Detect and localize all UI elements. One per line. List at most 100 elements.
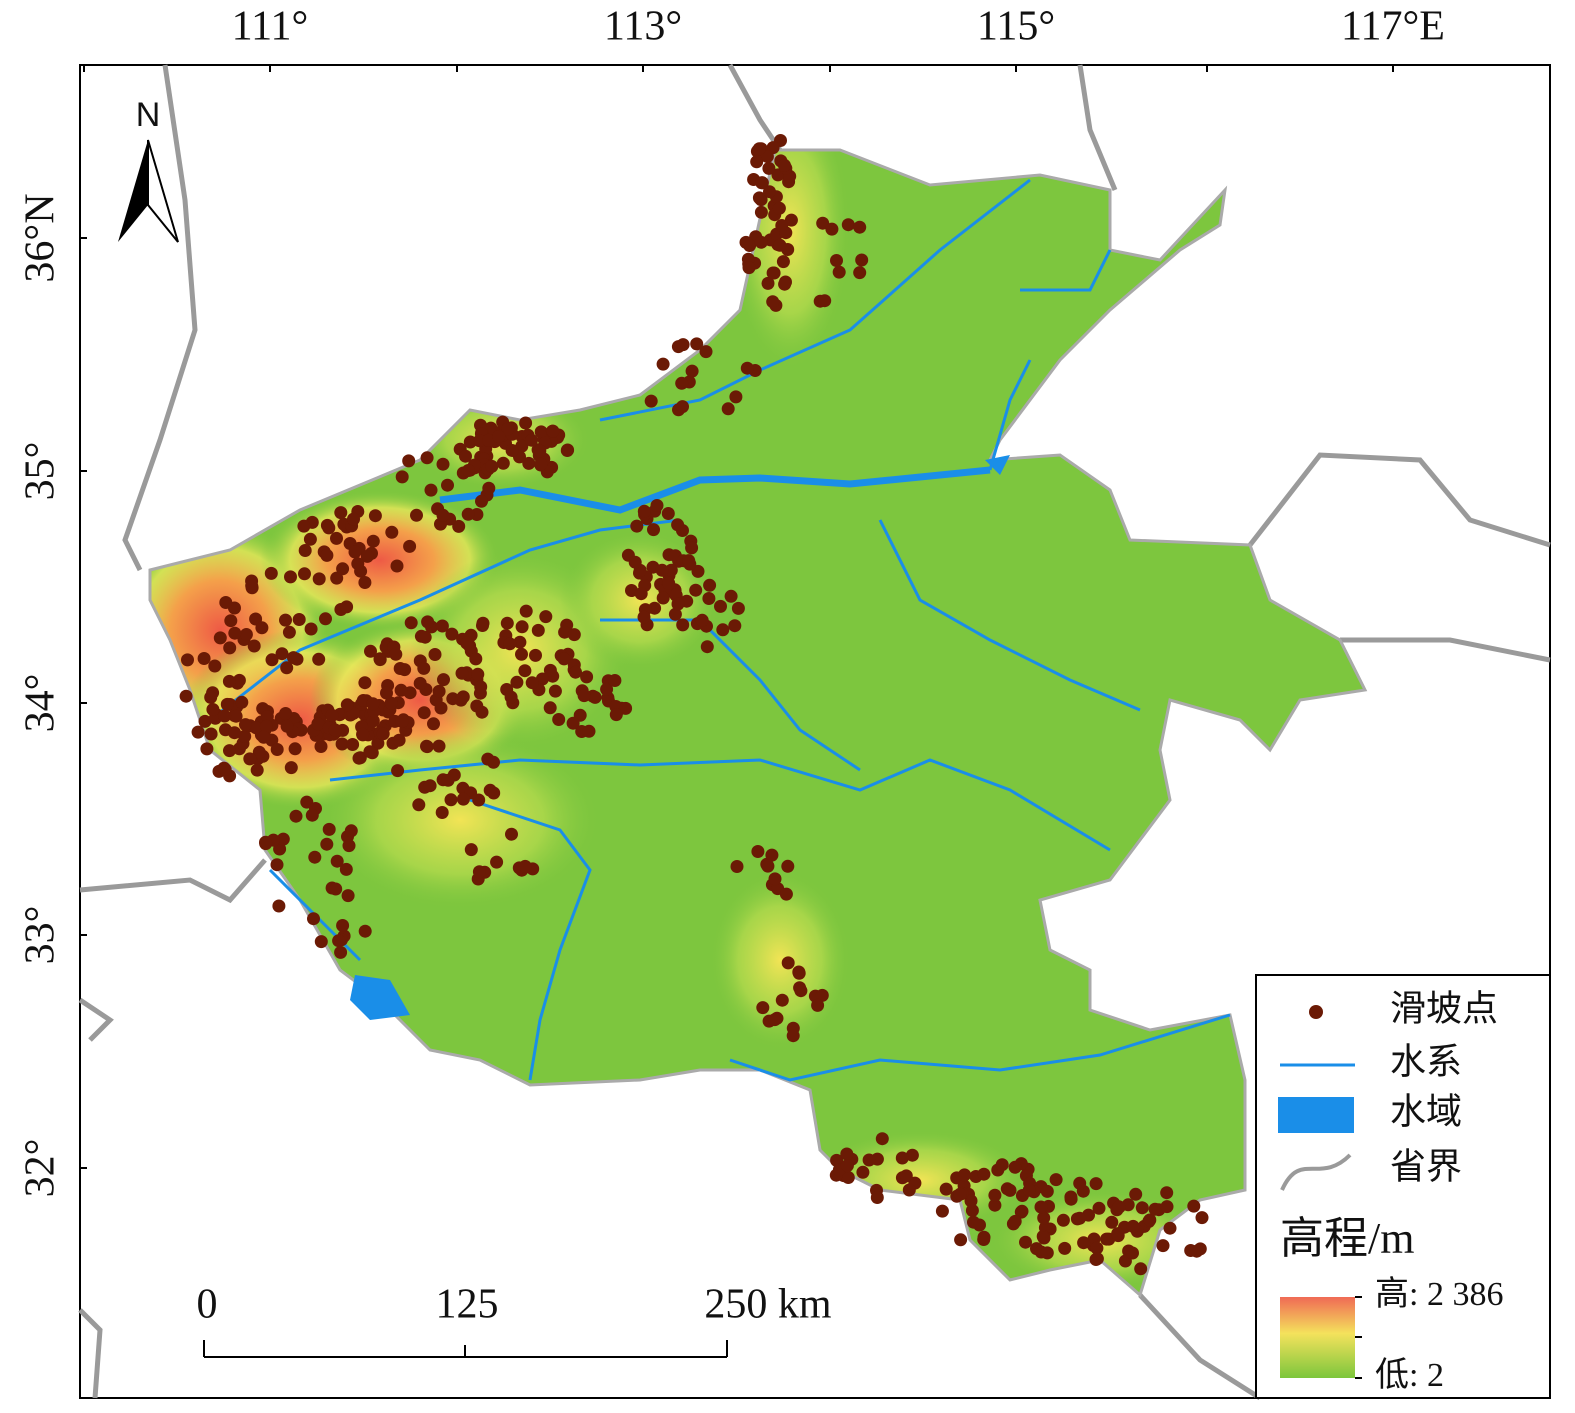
landslide-point — [280, 719, 294, 733]
landslide-point — [351, 557, 365, 571]
landslide-point — [418, 630, 432, 644]
landslide-point — [739, 235, 753, 249]
landslide-point — [905, 1148, 919, 1162]
landslide-point — [228, 726, 241, 740]
landslide-point — [522, 456, 536, 470]
scale-label: 125 — [436, 1282, 499, 1328]
landslide-point — [1037, 1211, 1051, 1225]
landslide-point — [534, 425, 548, 439]
landslide-point — [519, 604, 533, 618]
landslide-point — [1193, 1242, 1207, 1256]
landslide-point — [432, 684, 446, 698]
landslide-point — [376, 727, 390, 741]
landslide-point — [255, 621, 269, 635]
landslide-point — [314, 935, 328, 949]
landslide-point — [191, 725, 205, 739]
landslide-point — [366, 714, 380, 728]
landslide-point — [243, 752, 257, 766]
landslide-point — [452, 519, 466, 533]
landslide-point — [682, 554, 696, 568]
landslide-point — [200, 742, 214, 756]
landslide-point — [474, 680, 488, 694]
landslide-point — [492, 430, 506, 443]
landslide-point — [588, 690, 602, 704]
landslide-point — [329, 882, 343, 896]
landslide-point — [339, 862, 353, 876]
lon-label: 111° — [232, 4, 309, 50]
landslide-point — [320, 837, 334, 851]
landslide-point — [557, 652, 571, 666]
landslide-point — [760, 150, 774, 163]
landslide-point — [766, 266, 780, 280]
landslide-point — [546, 424, 560, 438]
landslide-point — [181, 653, 194, 667]
landslide-point — [655, 563, 669, 577]
landslide-point — [259, 719, 273, 733]
landslide-point — [779, 887, 793, 901]
landslide-point — [417, 706, 431, 720]
landslide-point — [224, 614, 238, 628]
landslide-point — [1034, 1200, 1048, 1214]
landslide-point — [895, 1151, 909, 1165]
landslide-point — [569, 665, 582, 679]
landslide-point — [685, 541, 699, 555]
landslide-point — [363, 745, 377, 759]
landslide-point — [671, 597, 685, 611]
landslide-point — [754, 205, 768, 219]
landslide-point — [580, 670, 594, 684]
scale-bar — [203, 1340, 728, 1358]
landslide-point — [259, 837, 273, 851]
landslide-point — [223, 641, 237, 655]
landslide-point — [637, 610, 651, 624]
landslide-point — [1090, 1252, 1104, 1266]
landslide-point — [204, 727, 218, 741]
landslide-point — [384, 696, 398, 710]
landslide-point — [664, 563, 678, 577]
landslide-point — [373, 653, 387, 667]
landslide-point — [314, 740, 328, 753]
lat-label: 33° — [18, 906, 64, 965]
landslide-point — [548, 684, 562, 698]
rivers — [209, 178, 1231, 1082]
landslide-point — [539, 610, 553, 624]
landslide-point — [412, 798, 426, 812]
landslide-point — [427, 717, 440, 731]
landslide-point — [558, 625, 572, 639]
landslide-point — [483, 783, 497, 797]
landslide-point — [899, 1169, 913, 1183]
landslide-point — [534, 457, 548, 471]
landslide-point — [762, 161, 776, 175]
landslide-point — [336, 919, 350, 932]
landslide-point — [818, 294, 832, 308]
landslide-point — [1040, 1246, 1054, 1260]
landslide-point — [1064, 1192, 1078, 1206]
landslide-point — [402, 454, 416, 468]
landslide-point — [445, 627, 459, 641]
landslide-point — [1160, 1200, 1174, 1214]
landslide-point — [292, 613, 306, 626]
landslide-point — [218, 709, 232, 723]
landslide-point — [303, 532, 317, 546]
landslide-point — [1092, 1201, 1106, 1215]
landslide-point — [476, 619, 489, 632]
landslide-point — [763, 185, 776, 199]
landslide-point — [768, 1013, 782, 1027]
landslide-point — [973, 1218, 986, 1232]
landslide-point — [204, 690, 218, 704]
landslide-point — [247, 639, 261, 653]
landslide-point — [1049, 1173, 1063, 1187]
landslide-point — [434, 701, 448, 715]
landslide-point — [218, 763, 232, 776]
landslide-point — [754, 193, 768, 207]
landslide-point — [728, 619, 742, 633]
landslide-point — [208, 659, 222, 673]
landslide-point — [179, 689, 193, 703]
landslide-point — [515, 439, 529, 453]
legend-title: 高程/m — [1280, 1214, 1414, 1263]
landslide-point — [1160, 1186, 1174, 1200]
landslide-point — [1135, 1201, 1149, 1215]
landslide-point — [841, 218, 855, 232]
scale-label: 250 km — [704, 1282, 832, 1328]
landslide-point — [340, 600, 354, 614]
landslide-point — [1003, 1183, 1017, 1197]
